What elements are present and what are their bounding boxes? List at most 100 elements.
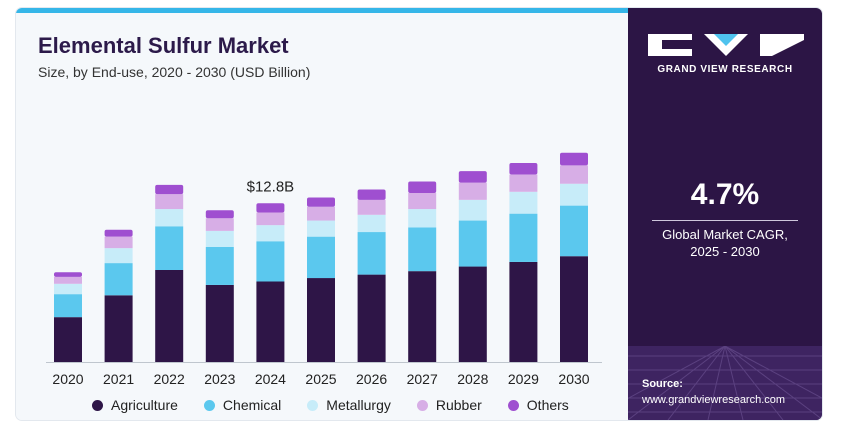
x-tick-label: 2022 xyxy=(154,371,185,387)
info-sidebar: GRAND VIEW RESEARCH 4.7% Global Market C… xyxy=(628,8,822,420)
bar-segment-chemical-2020 xyxy=(54,294,82,318)
bar-segment-chemical-2025 xyxy=(307,236,335,279)
bar-segment-metallurgy-2020 xyxy=(54,283,82,295)
source-link[interactable]: www.grandviewresearch.com xyxy=(642,394,786,406)
bar-annotation-label: $12.8B xyxy=(247,178,295,195)
bar-segment-agriculture-2024 xyxy=(256,281,285,362)
bar-segment-others-2028 xyxy=(458,171,487,183)
x-tick-label: 2023 xyxy=(204,371,235,387)
bar-segment-chemical-2021 xyxy=(104,263,133,296)
cagr-label-line1: Global Market CAGR, xyxy=(662,227,788,242)
chart-panel: Elemental Sulfur Market Size, by End-use… xyxy=(16,13,628,420)
cagr-value: 4.7% xyxy=(690,178,760,211)
bar-segment-others-2023 xyxy=(205,210,234,219)
bar-segment-rubber-2024 xyxy=(256,212,285,226)
legend-item-others: Others xyxy=(507,397,569,413)
stacked-bar-chart: 2020 2021 2022 2023 2024 $12.8B 2025 2026 2027 20… xyxy=(46,152,602,387)
legend-swatch xyxy=(416,399,428,411)
bar-segment-agriculture-2026 xyxy=(357,274,386,362)
legend-swatch xyxy=(307,399,319,411)
bar-segment-metallurgy-2026 xyxy=(357,214,386,233)
bar-segment-others-2029 xyxy=(509,163,538,175)
bar-segment-chemical-2028 xyxy=(458,220,487,267)
bar-segment-agriculture-2022 xyxy=(155,270,184,362)
legend-item-rubber: Rubber xyxy=(416,397,482,413)
bar-segment-rubber-2020 xyxy=(54,276,82,284)
legend-label: Chemical xyxy=(222,397,282,413)
bar-segment-others-2021 xyxy=(104,229,133,237)
accent-bar xyxy=(16,8,628,13)
x-tick-label: 2028 xyxy=(457,371,488,387)
bar-segment-agriculture-2020 xyxy=(54,317,82,362)
bar-segment-agriculture-2025 xyxy=(307,278,335,362)
chart-title: Elemental Sulfur Market xyxy=(38,33,289,58)
bar-segment-metallurgy-2029 xyxy=(509,191,538,214)
bar-segment-others-2020 xyxy=(54,272,82,277)
bar-segment-rubber-2022 xyxy=(155,194,184,210)
bar-segment-agriculture-2021 xyxy=(104,295,133,362)
bar-segment-metallurgy-2021 xyxy=(104,248,133,264)
bar-segment-rubber-2025 xyxy=(307,206,335,221)
bar-segment-rubber-2028 xyxy=(458,182,487,200)
bar-segment-rubber-2026 xyxy=(357,199,386,215)
legend-swatch xyxy=(507,399,519,411)
bar-segment-rubber-2027 xyxy=(408,192,437,210)
bar-segment-others-2030 xyxy=(560,152,588,166)
x-tick-label: 2024 xyxy=(255,371,286,387)
x-tick-label: 2021 xyxy=(103,371,134,387)
legend-swatch xyxy=(92,399,103,411)
bar-segment-chemical-2024 xyxy=(256,241,285,282)
bar-segment-chemical-2023 xyxy=(205,247,234,285)
legend-item-agriculture: Agriculture xyxy=(92,397,178,413)
chart-legend: Agriculture Chemical Metallurgy Rubber Other… xyxy=(92,397,595,413)
cagr-divider xyxy=(652,220,798,221)
bar-segment-others-2022 xyxy=(155,184,184,195)
bar-segment-metallurgy-2027 xyxy=(408,209,437,228)
bar-segment-rubber-2023 xyxy=(205,218,234,231)
bar-segment-others-2024 xyxy=(256,203,285,213)
source-label: Source: xyxy=(642,378,683,390)
legend-label: Rubber xyxy=(435,397,482,413)
bar-segment-others-2025 xyxy=(307,197,335,207)
bar-segment-rubber-2021 xyxy=(104,236,133,249)
bar-segment-metallurgy-2025 xyxy=(307,220,335,237)
bar-segment-others-2027 xyxy=(408,181,437,193)
legend-swatch xyxy=(203,399,215,411)
legend-label: Others xyxy=(526,397,569,413)
bar-segment-agriculture-2029 xyxy=(509,261,538,362)
bar-segment-metallurgy-2028 xyxy=(458,199,487,221)
x-tick-label: 2020 xyxy=(52,371,83,387)
brand-name: GRAND VIEW RESEARCH xyxy=(657,64,793,75)
x-tick-label: 2026 xyxy=(356,371,387,387)
bar-segment-metallurgy-2024 xyxy=(256,225,285,242)
bar-segment-rubber-2030 xyxy=(560,165,588,184)
bar-segment-metallurgy-2023 xyxy=(205,230,234,247)
decorative-grid xyxy=(628,346,822,420)
infographic-card: Elemental Sulfur Market Size, by End-use… xyxy=(16,8,822,420)
bar-segment-agriculture-2030 xyxy=(560,256,588,362)
bar-segment-agriculture-2027 xyxy=(408,271,437,362)
bar-segment-agriculture-2023 xyxy=(205,284,234,362)
cagr-label: Global Market CAGR, 2025 - 2030 xyxy=(628,226,822,260)
chart-subtitle: Size, by End-use, 2020 - 2030 (USD Billi… xyxy=(38,64,311,80)
bar-segment-chemical-2022 xyxy=(155,226,184,270)
cagr-label-line2: 2025 - 2030 xyxy=(690,244,760,259)
x-tick-label: 2030 xyxy=(558,371,589,387)
bar-segment-metallurgy-2030 xyxy=(560,183,588,206)
bar-segment-chemical-2030 xyxy=(560,205,588,257)
legend-item-metallurgy: Metallurgy xyxy=(307,397,391,413)
bar-segment-agriculture-2028 xyxy=(458,266,487,362)
grand-view-research-logo xyxy=(648,34,804,56)
x-tick-label: 2025 xyxy=(305,371,336,387)
legend-item-chemical: Chemical xyxy=(203,397,282,413)
bar-segment-chemical-2027 xyxy=(408,227,437,272)
bar-segment-chemical-2026 xyxy=(357,232,386,275)
legend-label: Metallurgy xyxy=(326,397,391,413)
x-tick-label: 2027 xyxy=(407,371,438,387)
bar-segment-metallurgy-2022 xyxy=(155,209,184,227)
legend-label: Agriculture xyxy=(111,397,178,413)
x-tick-label: 2029 xyxy=(508,371,539,387)
bar-segment-chemical-2029 xyxy=(509,213,538,262)
bar-segment-others-2026 xyxy=(357,189,386,200)
bar-segment-rubber-2029 xyxy=(509,174,538,192)
